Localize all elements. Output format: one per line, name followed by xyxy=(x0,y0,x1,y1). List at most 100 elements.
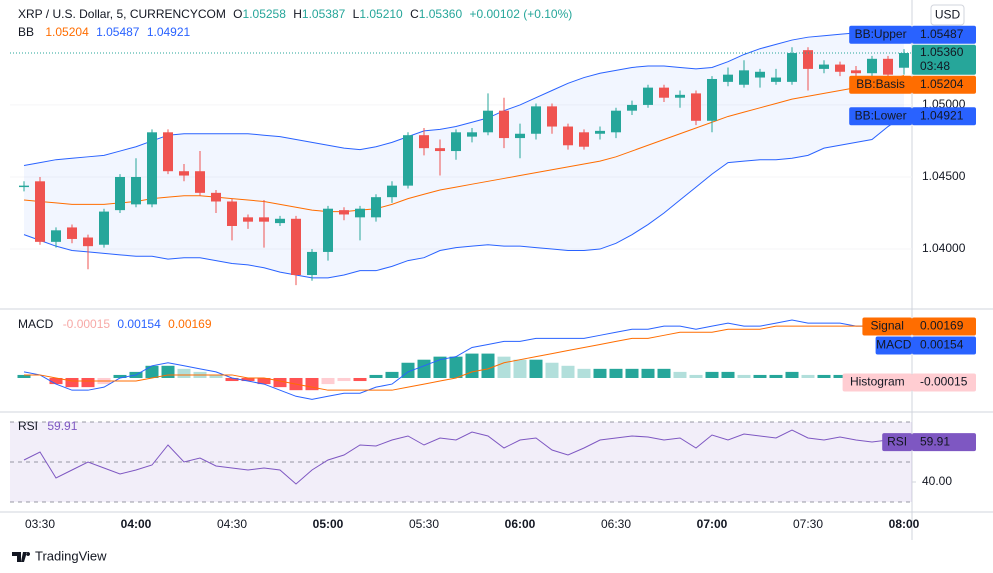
candle-body xyxy=(563,126,573,146)
candle-body xyxy=(851,70,861,74)
histogram-bar xyxy=(833,374,847,378)
candle-body xyxy=(291,218,301,275)
tag-name: BB:Lower xyxy=(855,108,907,122)
histogram-bar xyxy=(737,374,751,378)
x-tick-label: 07:00 xyxy=(697,517,728,531)
candle-body xyxy=(467,132,477,137)
tag-name-box xyxy=(849,107,912,126)
histogram-bar xyxy=(273,377,287,388)
candle-body xyxy=(867,58,877,74)
candle-body xyxy=(147,132,157,205)
histogram-bar xyxy=(529,359,543,378)
histogram-bar xyxy=(433,356,447,378)
candle-body xyxy=(83,237,93,247)
ohlc-value: 1.05210 xyxy=(359,7,403,21)
candle-body xyxy=(195,171,205,193)
tag-name-box xyxy=(862,317,912,336)
histogram-bar xyxy=(49,377,63,385)
ohlc-value: 1.05360 xyxy=(419,7,463,21)
x-tick-label: 04:00 xyxy=(121,517,152,531)
tag-value-box xyxy=(912,107,976,126)
tag-value: 0.00154 xyxy=(920,338,964,352)
candle-body xyxy=(211,192,221,202)
histogram-bar xyxy=(657,368,671,378)
histogram-bar xyxy=(481,353,495,378)
histogram-bar xyxy=(769,374,783,378)
candle-body xyxy=(307,251,317,275)
histogram-bar xyxy=(225,377,239,382)
x-tick-label: 04:30 xyxy=(217,517,247,531)
candle-body xyxy=(403,135,413,186)
currency-box[interactable] xyxy=(930,4,965,26)
histogram-bar xyxy=(337,377,351,382)
histogram-bar xyxy=(801,374,815,378)
bb-legend: BB 1.05204 1.05487 1.04921 xyxy=(18,25,191,39)
candle-body xyxy=(787,53,797,82)
candle-body xyxy=(643,87,653,105)
ohlc-key: L xyxy=(353,7,360,21)
candle-body xyxy=(99,211,109,245)
histogram-bar xyxy=(417,359,431,378)
band-line xyxy=(23,115,905,279)
x-tick-label: 08:00 xyxy=(889,517,920,531)
histogram-bar xyxy=(577,368,591,378)
histogram-bar xyxy=(513,359,527,378)
histogram-bar xyxy=(257,377,271,385)
change: +0.00102 (+0.10%) xyxy=(469,7,572,21)
ohlc-value: 1.05387 xyxy=(302,7,346,21)
x-tick-label: 03:30 xyxy=(25,517,55,531)
signal-value: 0.00169 xyxy=(168,317,212,331)
histogram-bar xyxy=(561,365,575,378)
candle-body xyxy=(611,110,621,133)
histogram-bar xyxy=(369,374,383,378)
candle-body xyxy=(883,58,893,75)
symbol-title: XRP / U.S. Dollar, 5, CURRENCYCOM xyxy=(18,7,226,21)
candle-body xyxy=(771,77,781,82)
bb-upper-value: 1.05487 xyxy=(96,25,140,39)
currency[interactable]: USD xyxy=(935,8,961,22)
histogram-bar xyxy=(177,368,191,378)
tag-value-box xyxy=(912,373,976,392)
candle-body xyxy=(659,87,669,98)
candle-body xyxy=(131,176,141,205)
candle-body xyxy=(115,176,125,211)
histogram-bar xyxy=(145,365,159,378)
macd-value: 0.00154 xyxy=(117,317,161,331)
x-tick-label: 06:00 xyxy=(505,517,536,531)
candle-body xyxy=(243,217,253,222)
candle-body xyxy=(723,74,733,82)
tag-value: 1.05360 xyxy=(920,45,964,59)
candle-body xyxy=(755,71,765,78)
tag-name-box xyxy=(882,433,912,452)
candle-body xyxy=(419,135,429,149)
tag-value: 1.05487 xyxy=(920,27,964,41)
ohlc-value: 1.05258 xyxy=(243,7,287,21)
histogram-bar xyxy=(321,377,335,385)
histogram-bar xyxy=(705,371,719,378)
tag-name-box xyxy=(875,336,912,355)
histogram-bar xyxy=(785,371,799,378)
logo-text[interactable]: TradingView xyxy=(35,548,107,563)
candle-body xyxy=(163,132,173,172)
tag-name: Signal xyxy=(871,319,904,333)
band-line xyxy=(23,75,905,213)
histogram-bar xyxy=(817,374,831,378)
candle-body xyxy=(547,106,557,127)
histogram-bar xyxy=(241,377,255,382)
histogram-bar xyxy=(545,362,559,378)
candle-body xyxy=(387,185,397,198)
candle-body xyxy=(691,93,701,121)
candle-body xyxy=(627,104,637,111)
histogram-bar xyxy=(17,374,31,378)
indicator-name: RSI xyxy=(18,419,38,433)
histogram-bar xyxy=(609,368,623,378)
tag-name: RSI xyxy=(887,434,907,448)
tag-name-box xyxy=(842,373,912,392)
tag-value: 59.91 xyxy=(920,434,950,448)
histogram-bar xyxy=(113,374,127,378)
tag-value-box xyxy=(912,336,976,355)
candle-body xyxy=(435,148,445,152)
candle-body xyxy=(739,70,749,85)
